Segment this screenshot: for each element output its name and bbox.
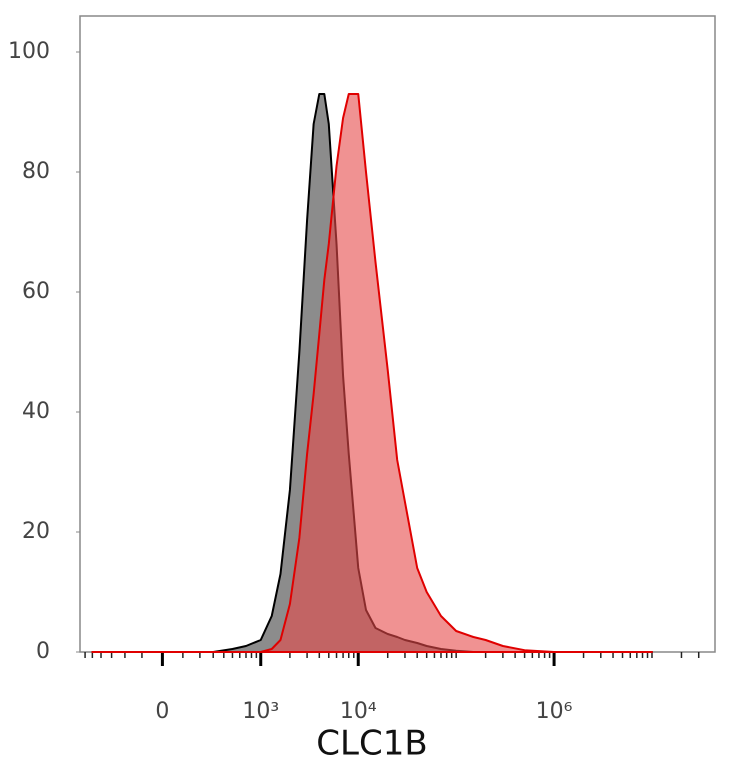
x-tick-label: 10³ xyxy=(242,699,279,724)
y-tick-label: 100 xyxy=(8,39,50,64)
histogram-area xyxy=(91,93,653,653)
x-tick-label: 10⁴ xyxy=(340,699,377,724)
y-tick-label: 0 xyxy=(36,639,50,664)
x-tick-label: 10⁶ xyxy=(536,699,573,724)
y-tick-label: 80 xyxy=(22,159,50,184)
y-tick-label: 40 xyxy=(22,399,50,424)
x-tick-label: 0 xyxy=(155,699,169,724)
x-axis-title: CLC1B xyxy=(316,724,427,764)
y-tick-label: 20 xyxy=(22,519,50,544)
y-tick-label: 60 xyxy=(22,279,50,304)
